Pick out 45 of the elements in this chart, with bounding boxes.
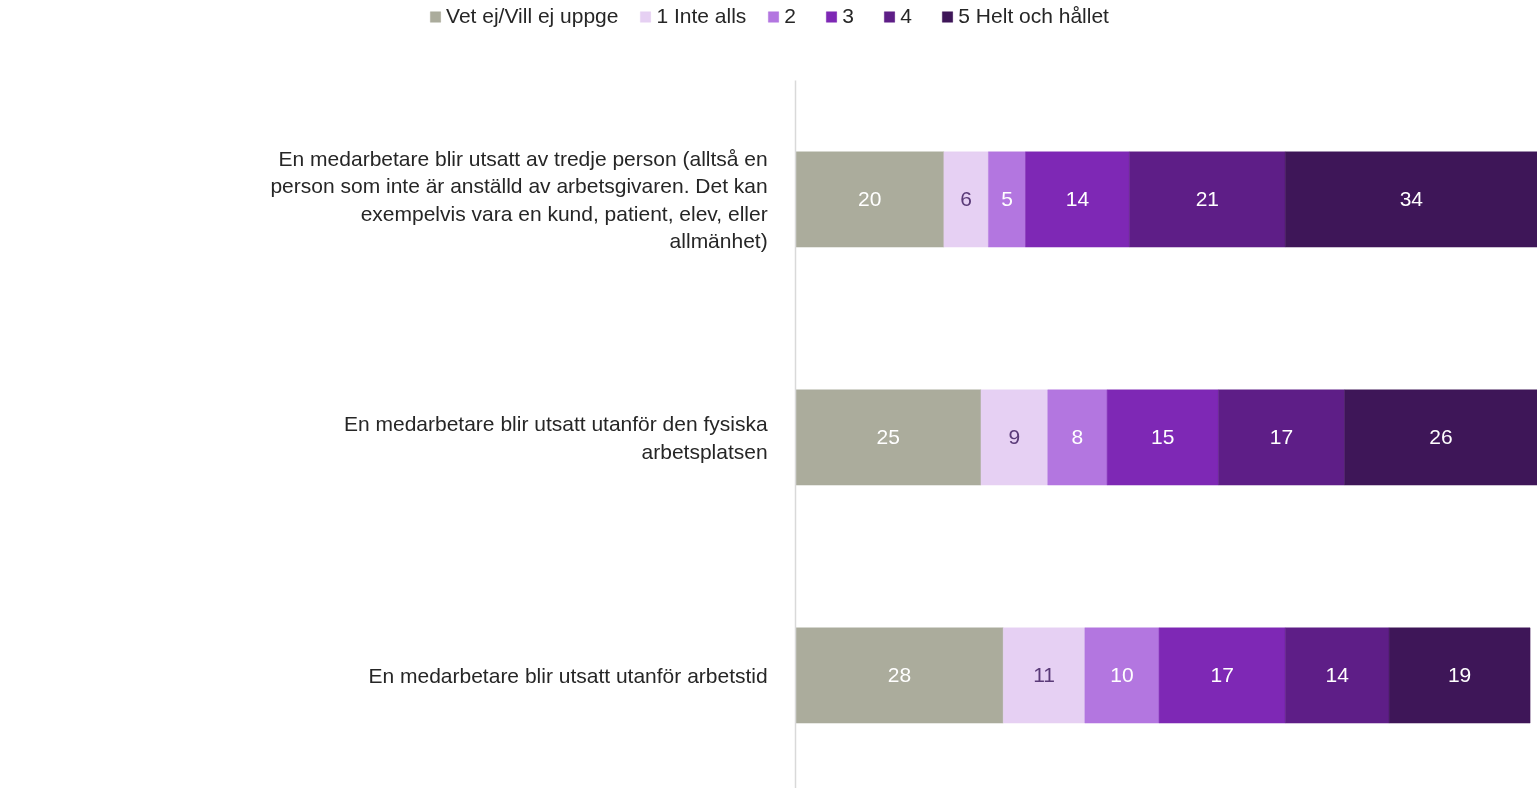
legend-label: 5 Helt och hållet xyxy=(958,4,1109,28)
bar xyxy=(1047,389,1108,486)
bar xyxy=(1084,627,1160,724)
data-label: 28 xyxy=(887,663,912,687)
bar xyxy=(1129,151,1286,248)
data-label: 20 xyxy=(858,187,882,211)
legend-label: 3 xyxy=(842,4,856,28)
y-tick-label: En medarbetare blir utsatt utanför arbetstid xyxy=(368,663,768,687)
bar xyxy=(980,389,1049,486)
data-label: 14 xyxy=(1065,187,1090,211)
data-label: 9 xyxy=(1008,425,1021,449)
data-label: 17 xyxy=(1210,663,1234,687)
data-label: 11 xyxy=(1033,663,1055,687)
bar xyxy=(1218,389,1345,486)
data-label: 17 xyxy=(1269,425,1294,449)
bar xyxy=(795,627,1004,724)
data-label: 14 xyxy=(1325,663,1350,687)
bar xyxy=(1003,627,1086,724)
bar xyxy=(988,151,1026,248)
bar xyxy=(1344,389,1537,486)
data-label: 15 xyxy=(1151,425,1175,449)
data-label: 25 xyxy=(876,425,900,449)
bar xyxy=(1025,151,1130,248)
data-label: 8 xyxy=(1071,425,1084,449)
bar xyxy=(1284,151,1537,248)
legend-label: Vet ej/Vill ej uppge xyxy=(446,4,619,28)
y-tick-label: En medarbetare blir utsatt av tredje person (alltså en person som inte är anställd av arbetsgivaren. Det kan exempelvis vara en kund, patient, elev, eller allmänhet) xyxy=(270,146,768,253)
bar xyxy=(795,389,982,486)
y-tick-label: En medarbetare blir utsatt utanför den fysiska arbetsplatsen xyxy=(343,412,768,463)
bar xyxy=(1388,627,1531,724)
bar xyxy=(795,151,945,248)
bar xyxy=(1158,627,1286,724)
bar xyxy=(943,151,989,248)
data-label: 26 xyxy=(1429,425,1453,449)
bar xyxy=(1106,389,1219,486)
data-label: 10 xyxy=(1110,663,1134,687)
legend-label: 1 Inte alls xyxy=(656,4,747,28)
data-label: 6 xyxy=(960,187,973,211)
data-label: 19 xyxy=(1447,663,1472,687)
data-label: 5 xyxy=(1001,187,1013,211)
legend-label: 4 xyxy=(900,4,914,28)
bar xyxy=(1284,627,1390,724)
data-label: 34 xyxy=(1399,187,1424,211)
data-label: 21 xyxy=(1195,187,1219,211)
legend-label: 2 xyxy=(784,4,798,28)
